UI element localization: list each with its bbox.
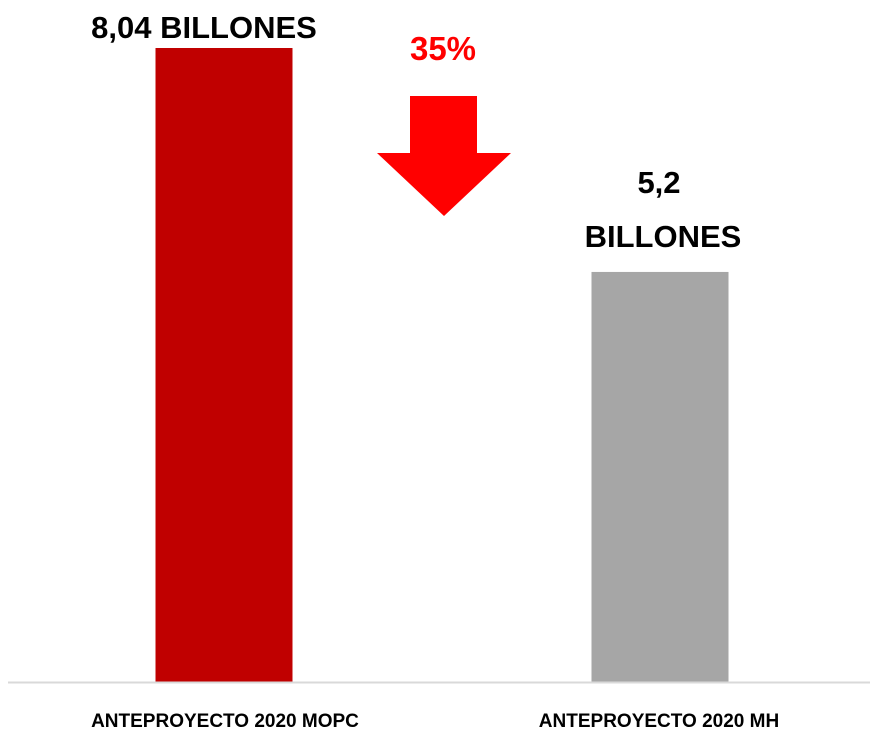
bars-group bbox=[155, 48, 729, 682]
bar-mh bbox=[591, 271, 729, 682]
percent-change-label: 35% bbox=[410, 30, 476, 67]
x-tick-label-mopc: ANTEPROYECTO 2020 MOPC bbox=[91, 711, 359, 732]
down-arrow-icon bbox=[377, 96, 511, 216]
data-label-mopc: 8,04 BILLONES bbox=[91, 10, 317, 45]
bar-mopc bbox=[155, 48, 293, 682]
x-tick-label-mh: ANTEPROYECTO 2020 MH bbox=[539, 711, 779, 732]
data-label-mh-unit: BILLONES bbox=[585, 219, 742, 254]
data-label-mh-value: 5,2 bbox=[637, 165, 680, 200]
